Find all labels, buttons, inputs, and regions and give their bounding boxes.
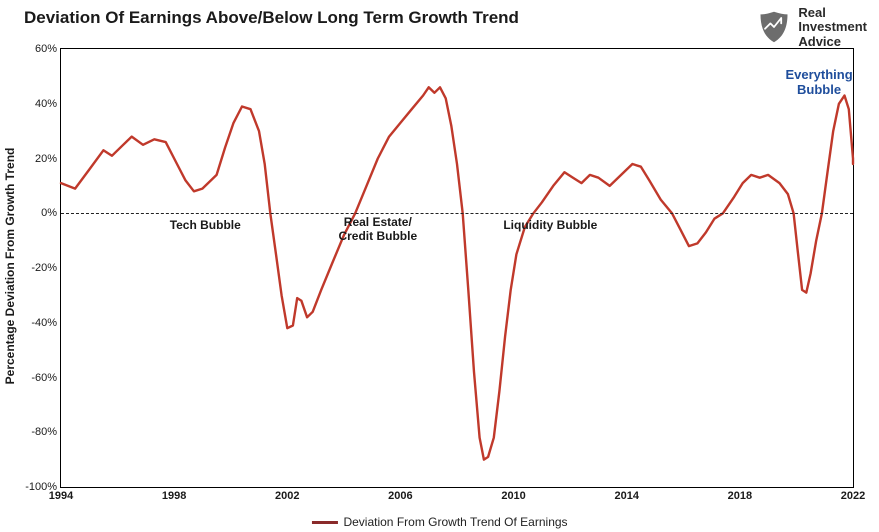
zero-reference-line: [61, 213, 853, 214]
brand-logo: Real Investment Advice: [756, 6, 867, 49]
plot-area: 60%40%20%0%-20%-40%-60%-80%-100%19941998…: [60, 48, 854, 488]
legend-swatch: [311, 521, 337, 524]
x-tick-label: 2006: [388, 487, 412, 502]
annotation-label: Everything Bubble: [785, 68, 852, 98]
y-tick-label: 60%: [35, 43, 61, 55]
x-tick-label: 2014: [614, 487, 638, 502]
shield-icon: [756, 9, 792, 45]
annotation-label: Tech Bubble: [170, 219, 241, 233]
chart-legend: Deviation From Growth Trend Of Earnings: [311, 515, 567, 529]
x-tick-label: 2002: [275, 487, 299, 502]
x-tick-label: 1994: [49, 487, 73, 502]
x-tick-label: 2018: [728, 487, 752, 502]
y-tick-label: -80%: [31, 426, 61, 438]
y-tick-label: 40%: [35, 98, 61, 110]
legend-label: Deviation From Growth Trend Of Earnings: [343, 515, 567, 529]
annotation-label: Liquidity Bubble: [503, 219, 597, 233]
y-axis-label: Percentage Deviation From Growth Trend: [3, 148, 17, 385]
brand-text: Real Investment Advice: [798, 6, 867, 49]
line-chart-svg: [61, 49, 853, 487]
y-tick-label: -60%: [31, 372, 61, 384]
chart-container: Deviation Of Earnings Above/Below Long T…: [0, 0, 879, 532]
x-tick-label: 2022: [841, 487, 865, 502]
series-segment: [61, 87, 853, 459]
y-tick-label: -20%: [31, 262, 61, 274]
y-tick-label: 0%: [41, 207, 61, 219]
y-tick-label: 20%: [35, 153, 61, 165]
x-tick-label: 1998: [162, 487, 186, 502]
x-tick-label: 2010: [501, 487, 525, 502]
chart-title: Deviation Of Earnings Above/Below Long T…: [24, 8, 519, 28]
y-tick-label: -40%: [31, 317, 61, 329]
annotation-label: Real Estate/ Credit Bubble: [338, 216, 417, 244]
